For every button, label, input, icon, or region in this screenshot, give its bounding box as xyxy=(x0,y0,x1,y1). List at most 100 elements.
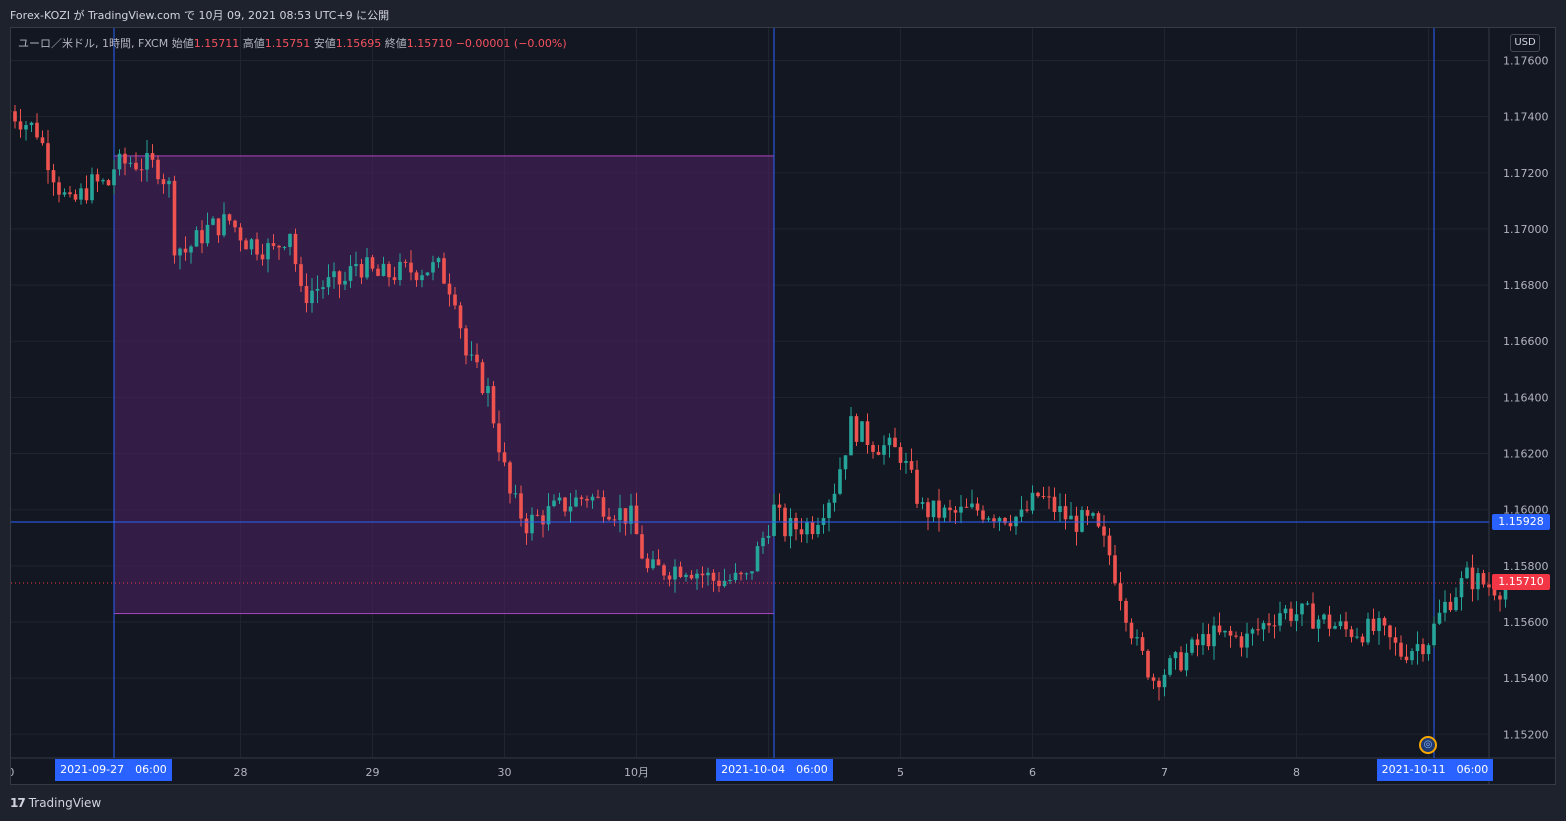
candle-body xyxy=(57,182,61,195)
currency-badge[interactable]: USD xyxy=(1510,34,1540,52)
candle-body xyxy=(1041,496,1046,498)
candle-body xyxy=(1129,622,1134,639)
candle-body xyxy=(1316,619,1321,629)
candle-body xyxy=(585,498,589,501)
candle-body xyxy=(244,240,248,250)
brand-logo[interactable]: 17 TradingView xyxy=(10,796,101,810)
candle-body xyxy=(827,502,831,519)
x-tick-label: 15:00 xyxy=(11,766,14,779)
candle-body xyxy=(772,504,776,536)
candle-body xyxy=(541,515,545,525)
candle-body xyxy=(62,192,67,195)
candle-body xyxy=(1338,621,1343,627)
candle-body xyxy=(1311,603,1315,629)
candle-body xyxy=(986,518,991,520)
candle-body xyxy=(1322,614,1326,620)
legend-open: 1.15711 xyxy=(193,37,240,50)
candle-body xyxy=(1217,625,1222,633)
candle-body xyxy=(1448,601,1453,611)
candle-body xyxy=(1355,636,1359,638)
candle-body xyxy=(1085,510,1090,516)
legend-low: 1.15695 xyxy=(335,37,382,50)
candle-body xyxy=(414,272,419,281)
candle-body xyxy=(1465,567,1469,579)
candle-body xyxy=(1212,625,1216,647)
candle-body xyxy=(629,505,633,524)
candle-body xyxy=(700,573,705,576)
candle-body xyxy=(453,294,457,306)
candle-body xyxy=(651,559,655,569)
legend-low-label: 安値 xyxy=(313,37,336,50)
y-tick-label: 1.15600 xyxy=(1503,616,1549,629)
y-tick-label: 1.15400 xyxy=(1503,672,1549,685)
legend-symbol: ユーロ／米ドル, 1時間, FXCM xyxy=(18,37,169,50)
candle-body xyxy=(618,508,622,521)
candle-body xyxy=(1283,608,1288,614)
x-tick-label: 7 xyxy=(1161,766,1168,779)
candle-body xyxy=(557,497,562,501)
candle-body xyxy=(838,469,842,494)
candle-body xyxy=(865,421,870,446)
chart-pane[interactable]: 1.15200 1.15400 1.15600 1.15800 1.16000 1.162… xyxy=(10,27,1556,785)
candle-body xyxy=(447,283,452,295)
candle-body xyxy=(315,288,320,291)
candle-body xyxy=(926,502,930,518)
candle-body xyxy=(332,271,336,278)
candle-body xyxy=(1261,623,1266,630)
candle-body xyxy=(1008,523,1013,527)
candle-body xyxy=(739,572,743,575)
candle-body xyxy=(1223,630,1227,633)
candle-body xyxy=(425,272,430,276)
candlestick-chart[interactable]: 1.15200 1.15400 1.15600 1.15800 1.16000 1.162… xyxy=(11,28,1556,785)
candle-body xyxy=(915,469,919,504)
candle-body xyxy=(1245,633,1249,648)
candle-body xyxy=(750,571,754,574)
candle-body xyxy=(1250,629,1255,634)
candle-body xyxy=(348,266,353,281)
y-tick-label: 1.16800 xyxy=(1503,279,1549,292)
y-tick-label: 1.15800 xyxy=(1503,560,1549,573)
candle-body xyxy=(1294,614,1299,621)
candle-body xyxy=(486,386,490,394)
candle-body xyxy=(480,362,485,394)
candle-body xyxy=(1487,584,1491,588)
candle-body xyxy=(590,496,595,501)
candle-body xyxy=(178,248,182,256)
candle-body xyxy=(134,162,138,170)
candle-body xyxy=(1168,658,1172,675)
candle-body xyxy=(623,508,628,524)
y-tick-label: 1.16200 xyxy=(1503,448,1549,461)
candle-body xyxy=(233,220,237,228)
candle-body xyxy=(722,580,727,587)
candle-body xyxy=(365,257,369,278)
y-tick-label: 1.16000 xyxy=(1503,504,1549,517)
ohlc-legend: ユーロ／米ドル, 1時間, FXCM 始値1.15711 高値1.15751 安… xyxy=(18,35,567,51)
event-marker-icon[interactable]: ◎ xyxy=(1419,736,1437,754)
candle-body xyxy=(755,546,760,572)
candle-body xyxy=(1289,608,1293,621)
candle-body xyxy=(1503,588,1508,600)
candle-body xyxy=(882,445,886,455)
candle-body xyxy=(634,505,639,535)
candle-body xyxy=(953,510,958,513)
x-tick-label: 5 xyxy=(897,766,904,779)
legend-high-label: 高値 xyxy=(242,37,265,50)
candle-body xyxy=(1080,510,1084,532)
date-badge-2: 2021-10-04 06:00 xyxy=(716,759,833,781)
candle-body xyxy=(1058,506,1062,512)
candle-body xyxy=(959,506,963,513)
x-tick-label: 6 xyxy=(1029,766,1036,779)
candle-body xyxy=(645,558,650,569)
candle-body xyxy=(535,514,540,516)
candle-body xyxy=(1305,603,1310,605)
candle-body xyxy=(139,169,144,171)
candle-body xyxy=(392,277,397,281)
candle-body xyxy=(1047,496,1051,498)
candle-body xyxy=(1190,639,1194,653)
candle-body xyxy=(871,445,875,452)
candle-body xyxy=(1113,555,1117,584)
candle-body xyxy=(200,230,204,244)
publish-line: Forex-KOZI が TradingView.com で 10月 09, 2… xyxy=(10,9,390,22)
candle-body xyxy=(117,153,122,170)
candle-body xyxy=(761,537,765,547)
